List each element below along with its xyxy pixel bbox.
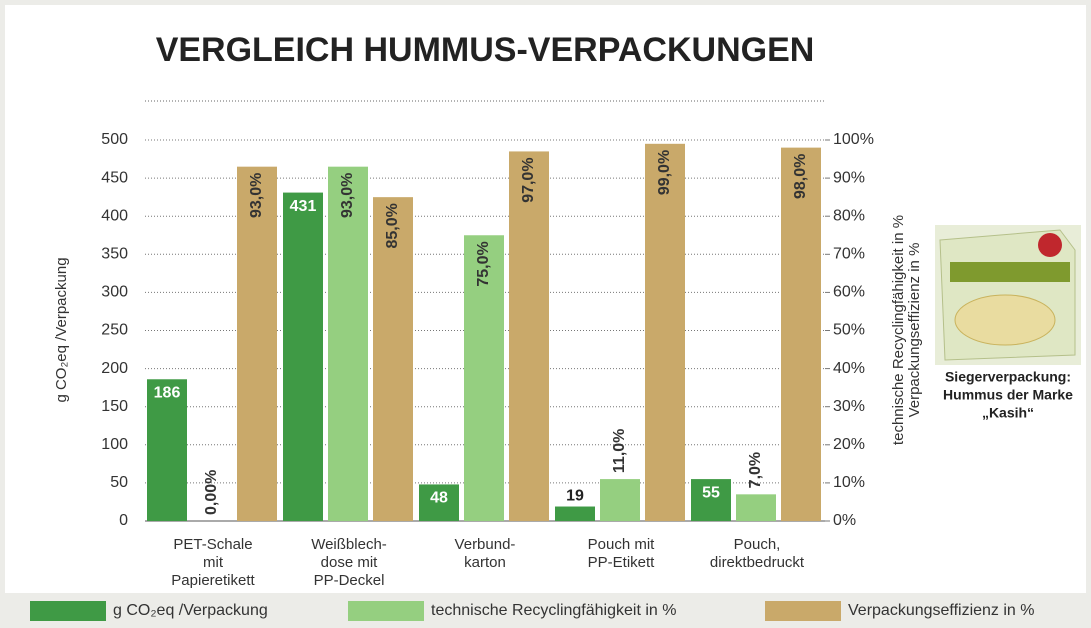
value-label: 93,0% bbox=[339, 173, 356, 218]
page: {"chart_data": { "type": "bar", "title":… bbox=[0, 0, 1091, 628]
legend-label: g CO₂eq /Verpackung bbox=[113, 602, 268, 619]
y2-tick-label: 90% bbox=[833, 169, 865, 186]
value-label: 19 bbox=[566, 488, 584, 505]
x-tick-label: dose mit bbox=[321, 554, 379, 571]
bar bbox=[600, 479, 640, 521]
y2-tick-label: 70% bbox=[833, 246, 865, 263]
value-label: 93,0% bbox=[248, 173, 265, 218]
y-tick-label: 150 bbox=[101, 398, 128, 415]
x-tick-label: Weißblech- bbox=[311, 536, 387, 553]
legend-label: Verpackungseffizienz in % bbox=[848, 602, 1034, 619]
y-tick-label: 200 bbox=[101, 360, 128, 377]
x-tick-label: PET-Schale bbox=[173, 536, 252, 553]
x-tick-label: PP-Etikett bbox=[588, 554, 656, 571]
x-tick-label: mit bbox=[203, 554, 224, 571]
bar bbox=[283, 193, 323, 521]
value-label: 7,0% bbox=[747, 452, 764, 488]
value-label: 97,0% bbox=[520, 157, 537, 202]
bar bbox=[736, 494, 776, 521]
value-label: 431 bbox=[290, 198, 317, 215]
legend-label: technische Recyclingfähigkeit in % bbox=[431, 602, 676, 619]
x-tick-label: Verbund- bbox=[455, 536, 516, 553]
x-tick-label: direktbedruckt bbox=[710, 554, 805, 571]
value-label: 0,00% bbox=[203, 470, 220, 515]
bar bbox=[509, 151, 549, 521]
product-image bbox=[935, 225, 1081, 365]
bar bbox=[237, 167, 277, 521]
bar bbox=[555, 507, 595, 521]
legend-swatch bbox=[765, 601, 841, 621]
y-tick-label: 0 bbox=[119, 512, 128, 529]
y2-axis-label: technische Recyclingfähigkeit in % bbox=[890, 215, 907, 445]
chart-title: VERGLEICH HUMMUS-VERPACKUNGEN bbox=[156, 31, 815, 69]
x-tick-label: Papieretikett bbox=[171, 572, 255, 589]
y2-tick-label: 10% bbox=[833, 474, 865, 491]
value-label: 48 bbox=[430, 490, 448, 507]
value-label: 98,0% bbox=[792, 154, 809, 199]
y2-tick-label: 80% bbox=[833, 207, 865, 224]
x-tick-label: PP-Deckel bbox=[314, 572, 385, 589]
y2-tick-label: 0% bbox=[833, 512, 856, 529]
x-tick-label: Pouch mit bbox=[588, 536, 656, 553]
annotation: „Kasih“ bbox=[982, 405, 1034, 421]
x-tick-label: karton bbox=[464, 554, 506, 571]
value-label: 85,0% bbox=[384, 203, 401, 248]
y-tick-label: 250 bbox=[101, 322, 128, 339]
y2-axis-label: Verpackungseffizienz in % bbox=[906, 243, 923, 418]
value-label: 186 bbox=[154, 384, 181, 401]
y-tick-label: 350 bbox=[101, 246, 128, 263]
x-tick-label: Pouch, bbox=[734, 536, 781, 553]
bar bbox=[645, 144, 685, 521]
y2-tick-label: 30% bbox=[833, 398, 865, 415]
value-label: 55 bbox=[702, 484, 720, 501]
chart: VERGLEICH HUMMUS-VERPACKUNGEN g CO₂eq /V… bbox=[0, 0, 1091, 628]
value-label: 75,0% bbox=[475, 241, 492, 286]
y-tick-label: 300 bbox=[101, 284, 128, 301]
bar bbox=[328, 167, 368, 521]
y2-tick-label: 20% bbox=[833, 436, 865, 453]
value-label: 99,0% bbox=[656, 150, 673, 195]
annotation: Siegerverpackung: bbox=[945, 369, 1071, 385]
y-tick-label: 500 bbox=[101, 131, 128, 148]
y-tick-label: 450 bbox=[101, 169, 128, 186]
y-tick-label: 100 bbox=[101, 436, 128, 453]
value-label: 11,0% bbox=[611, 429, 628, 473]
legend-swatch bbox=[30, 601, 106, 621]
y2-tick-label: 40% bbox=[833, 360, 865, 377]
bar bbox=[781, 148, 821, 521]
y-tick-label: 50 bbox=[110, 474, 128, 491]
legend-swatch bbox=[348, 601, 424, 621]
y2-tick-label: 60% bbox=[833, 284, 865, 301]
annotation: Hummus der Marke bbox=[943, 387, 1073, 403]
y-axis-label: g CO₂eq /Verpackung bbox=[53, 257, 70, 402]
y-tick-label: 400 bbox=[101, 207, 128, 224]
y2-tick-label: 100% bbox=[833, 131, 874, 148]
y2-tick-label: 50% bbox=[833, 322, 865, 339]
